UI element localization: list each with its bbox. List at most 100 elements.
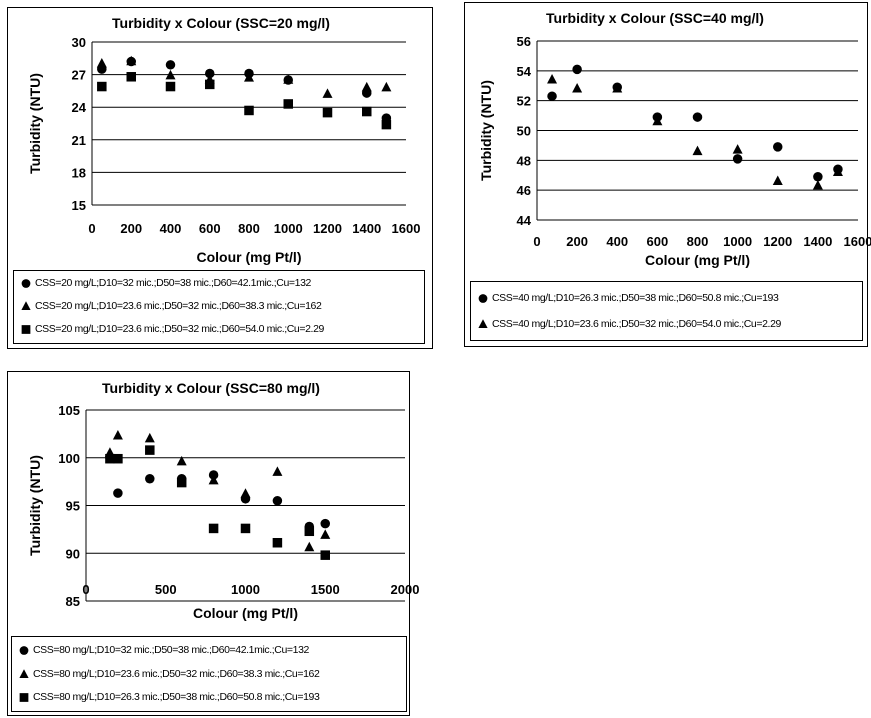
legend-entry: CSS=20 mg/L;D10=32 mic.;D50=38 mic.;D60=… <box>20 277 311 289</box>
x-tick-label: 1000 <box>231 582 260 597</box>
data-point-square <box>283 99 293 109</box>
x-tick-label: 0 <box>82 582 89 597</box>
x-tick-label: 1000 <box>274 221 303 236</box>
legend-marker-triangle <box>19 669 29 678</box>
y-tick-label: 54 <box>517 64 532 79</box>
legend-label: CSS=20 mg/L;D10=23.6 mic.;D50=32 mic.;D6… <box>35 323 324 335</box>
x-axis-label: Colour (mg Pt/l) <box>645 252 750 268</box>
legend-symbol-triangle <box>21 301 31 310</box>
chart-panel-ssc40: Turbidity x Colour (SSC=40 mg/l) 44 46 48 50… <box>464 2 871 347</box>
chart-panel-ssc80: Turbidity x Colour (SSC=80 mg/l) 85 90 95 10… <box>7 371 419 716</box>
data-point-circle <box>145 474 155 484</box>
x-tick-label: 600 <box>199 221 221 236</box>
chart-svg-ssc20: Turbidity x Colour (SSC=20 mg/l) 15 18 21 24… <box>27 15 420 265</box>
data-point-square <box>320 550 330 560</box>
data-point-triangle <box>165 69 176 80</box>
x-tick-label: 0 <box>533 234 540 249</box>
legend-symbol-circle <box>21 279 31 288</box>
legend-symbol-triangle <box>19 669 29 678</box>
data-point-triangle <box>692 145 703 156</box>
data-point-triangle <box>612 82 623 93</box>
data-point-square <box>240 523 251 534</box>
legend-entry: CSS=40 mg/L;D10=23.6 mic.;D50=32 mic.;D6… <box>477 318 781 330</box>
legend-marker-square <box>21 325 31 334</box>
y-tick-label: 48 <box>517 153 531 168</box>
data-point-square <box>362 106 372 117</box>
data-point-triangle <box>283 74 294 84</box>
y-tick-label: 21 <box>72 133 86 148</box>
x-tick-label: 1000 <box>723 234 752 249</box>
data-point-square <box>113 453 123 464</box>
y-tick-label: 30 <box>72 35 86 50</box>
legend-label: CSS=40 mg/L;D10=26.3 mic.;D50=38 mic.;D6… <box>492 292 779 304</box>
y-tick-label: 100 <box>58 451 80 466</box>
data-point-square <box>381 119 392 130</box>
x-tick-label: 1200 <box>313 221 342 236</box>
legend-marker-triangle <box>21 301 31 310</box>
legend-entry: CSS=80 mg/L;D10=23.6 mic.;D50=32 mic.;D6… <box>18 668 320 680</box>
legend-ssc80: CSS=80 mg/L;D10=32 mic.;D50=38 mic.;D60=… <box>11 636 407 712</box>
data-point-circle <box>205 68 215 79</box>
chart-panel-ssc20: Turbidity x Colour (SSC=20 mg/l) 15 18 21 24… <box>7 7 433 349</box>
data-point-square <box>126 72 136 82</box>
legend-marker-circle <box>19 646 29 655</box>
data-point-circle <box>572 64 582 75</box>
data-point-circle <box>773 142 783 152</box>
legend-symbol-square <box>21 325 31 334</box>
chart-title: Turbidity x Colour (SSC=80 mg/l) <box>102 380 320 396</box>
x-tick-label: 1400 <box>803 234 832 249</box>
y-tick-label: 50 <box>517 124 531 139</box>
data-point-circle <box>320 518 330 529</box>
data-point-triangle <box>304 541 315 552</box>
legend-entry: CSS=80 mg/L;D10=26.3 mic.;D50=38 mic.;D6… <box>18 691 320 703</box>
data-point-square <box>105 453 115 464</box>
data-point-triangle <box>112 430 123 440</box>
chart-title: Turbidity x Colour (SSC=40 mg/l) <box>546 10 764 26</box>
data-point-circle <box>813 171 823 182</box>
data-point-triangle <box>812 179 823 190</box>
y-tick-label: 18 <box>72 165 86 180</box>
y-axis-label: Turbidity (NTU) <box>478 80 494 181</box>
legend-ssc20: CSS=20 mg/L;D10=32 mic.;D50=38 mic.;D60=… <box>13 270 425 344</box>
x-tick-label: 2000 <box>391 582 420 597</box>
data-point-circle <box>547 91 557 101</box>
x-tick-label: 800 <box>687 234 709 249</box>
data-point-triangle <box>572 82 583 93</box>
x-axis-label: Colour (mg Pt/l) <box>197 249 302 265</box>
x-tick-label: 500 <box>155 582 177 597</box>
data-point-square <box>272 537 283 548</box>
legend-label: CSS=20 mg/L;D10=32 mic.;D50=38 mic.;D60=… <box>35 277 311 289</box>
y-tick-label: 27 <box>72 68 86 83</box>
data-point-triangle <box>208 474 219 485</box>
x-tick-label: 200 <box>120 221 142 236</box>
data-point-square <box>205 79 215 90</box>
legend-symbol-circle <box>19 646 29 655</box>
data-point-triangle <box>381 81 392 92</box>
data-point-triangle <box>361 81 372 92</box>
y-axis-label: Turbidity (NTU) <box>27 455 43 556</box>
data-point-square <box>322 107 333 118</box>
x-tick-label: 0 <box>88 221 95 236</box>
legend-marker-circle <box>478 294 488 303</box>
x-tick-label: 1400 <box>352 221 381 236</box>
y-tick-label: 44 <box>517 213 532 228</box>
data-point-triangle <box>832 166 843 177</box>
data-point-triangle <box>272 466 283 476</box>
y-tick-label: 52 <box>517 94 531 109</box>
chart-svg-ssc40: Turbidity x Colour (SSC=40 mg/l) 44 46 48 50… <box>478 10 871 268</box>
data-point-square <box>145 445 155 455</box>
y-tick-label: 105 <box>58 403 80 418</box>
data-point-circle <box>272 495 283 506</box>
x-tick-label: 400 <box>160 221 182 236</box>
legend-entry: CSS=80 mg/L;D10=32 mic.;D50=38 mic.;D60=… <box>18 644 309 656</box>
x-tick-label: 1600 <box>844 234 871 249</box>
chart-svg-ssc80: Turbidity x Colour (SSC=80 mg/l) 85 90 95 10… <box>27 380 419 621</box>
y-tick-label: 15 <box>72 198 86 213</box>
legend-symbol-triangle <box>478 319 488 328</box>
data-point-triangle <box>772 175 783 185</box>
y-tick-label: 24 <box>72 100 87 115</box>
chart-title: Turbidity x Colour (SSC=20 mg/l) <box>112 15 330 31</box>
data-point-triangle <box>240 488 251 498</box>
data-point-triangle <box>144 432 155 443</box>
data-point-triangle <box>244 72 254 82</box>
